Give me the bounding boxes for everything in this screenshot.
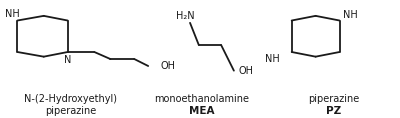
- Text: PZ: PZ: [326, 106, 341, 116]
- Text: OH: OH: [238, 66, 253, 76]
- Text: OH: OH: [161, 61, 176, 71]
- Text: MEA: MEA: [189, 106, 215, 116]
- Text: monoethanolamine: monoethanolamine: [154, 94, 250, 104]
- Text: NH: NH: [5, 9, 20, 19]
- Text: NH: NH: [265, 54, 280, 64]
- Text: NH: NH: [344, 10, 358, 20]
- Text: piperazine: piperazine: [45, 106, 96, 116]
- Text: N: N: [64, 55, 71, 65]
- Text: N-(2-Hydroxyethyl): N-(2-Hydroxyethyl): [24, 94, 117, 104]
- Text: piperazine: piperazine: [308, 94, 359, 104]
- Text: H₂N: H₂N: [176, 11, 194, 21]
